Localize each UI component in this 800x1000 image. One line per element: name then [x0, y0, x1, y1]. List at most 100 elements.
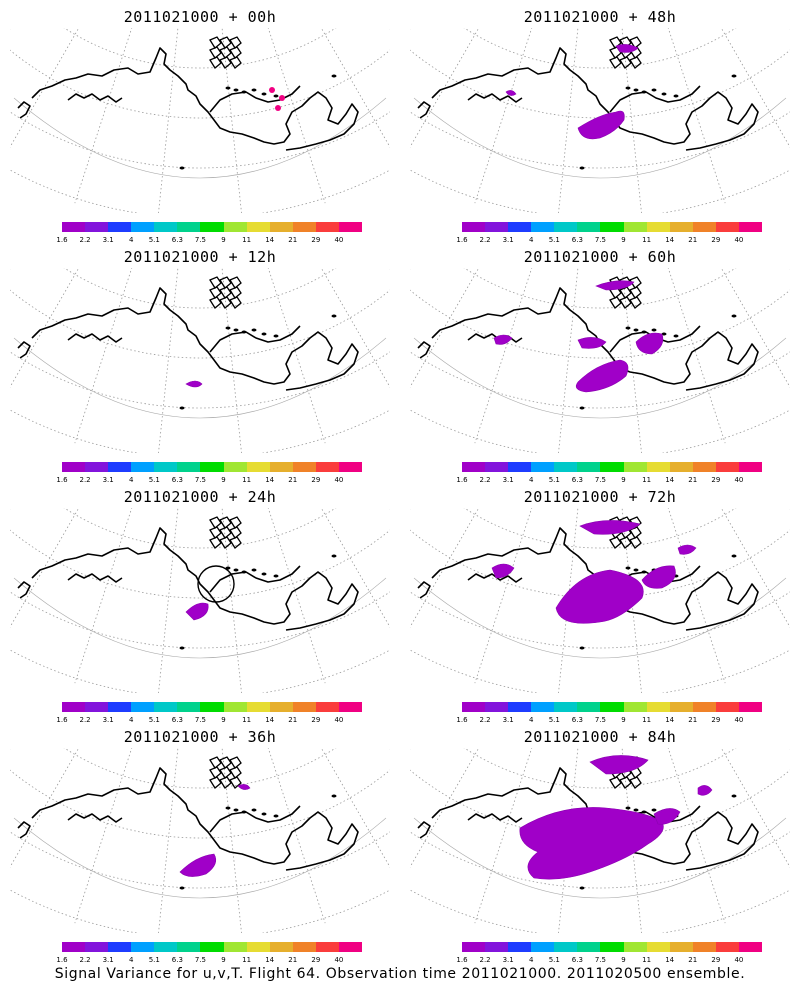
latitude-gridline: [63, 28, 337, 69]
colorbar-tick-label: 3.1: [502, 956, 514, 964]
coastline: [209, 325, 301, 353]
colorbar-tick-label: 2.2: [479, 956, 491, 964]
meridian-gridline: [410, 268, 480, 388]
small-island: [579, 406, 585, 410]
colorbar-ticks: 1.6 2.2 3.1 4 5.1 6.3 7.5 9 11 14 21 29 40: [456, 956, 768, 966]
colorbar-tick-label: 5.1: [548, 236, 560, 244]
arctic-islands: [609, 36, 642, 69]
colorbar-swatch: [600, 942, 624, 952]
colorbar-tick-label: 2.2: [79, 476, 91, 484]
meridian-gridline: [74, 268, 133, 444]
colorbar-tick-label: 1.6: [56, 716, 68, 724]
colorbar-tick-label: 6.3: [171, 236, 183, 244]
panel-title: 2011021000 + 00h: [123, 8, 277, 26]
colorbar-swatch: [531, 702, 555, 712]
small-island: [241, 330, 247, 334]
map-panel-60h: 2011021000 + 60h 1.6 2.2 3.1 4 5.1 6.3 7.5 9 11 1…: [400, 240, 800, 484]
colorbar-tick-label: 6.3: [171, 476, 183, 484]
variance-region: [185, 380, 203, 388]
map-panel-12h: 2011021000 + 12h 1.6 2.2 3.1 4 5.1 6.3 7.5 9 11 1…: [0, 240, 400, 484]
colorbar-swatch: [738, 222, 763, 232]
coastline: [209, 85, 301, 113]
colorbar-tick-label: 14: [665, 716, 675, 724]
colorbar-tick-label: 7.5: [594, 236, 607, 244]
meridian-gridline: [10, 508, 80, 628]
latitude-gridline: [410, 409, 790, 453]
coastline: [31, 287, 359, 391]
variance-region: [237, 784, 251, 790]
meridian-gridline: [410, 268, 412, 270]
colorbar-tick-label: 5.1: [548, 956, 560, 964]
colorbar-swatch: [177, 462, 201, 472]
colorbar-ticks: 1.6 2.2 3.1 4 5.1 6.3 7.5 9 11 14 21 29 40: [456, 476, 768, 486]
colorbar-tick-label: 9: [621, 236, 626, 244]
colorbar-tick-label: 3.1: [102, 476, 114, 484]
colorbar-tick-label: 11: [642, 716, 652, 724]
latitude-gridline: [10, 889, 390, 933]
colorbar-tick-label: 4: [528, 476, 534, 484]
small-island: [233, 328, 239, 332]
island: [609, 296, 622, 309]
colorbar-tick-label: 40: [334, 716, 344, 724]
colorbar-swatch: [508, 942, 532, 952]
colorbar-tick-label: 29: [311, 716, 321, 724]
island: [619, 296, 632, 309]
colorbar-tick-label: 40: [334, 956, 344, 964]
colorbar-tick-label: 40: [734, 716, 744, 724]
panel-title: 2011021000 + 60h: [523, 248, 677, 266]
colorbar-swatch: [131, 222, 155, 232]
colorbar-swatch: [462, 942, 486, 952]
island: [219, 276, 232, 289]
polar-map: [410, 508, 790, 693]
colorbar-swatch: [715, 702, 739, 712]
colorbar-tick-label: 29: [711, 476, 721, 484]
colorbar-ticks: 1.6 2.2 3.1 4 5.1 6.3 7.5 9 11 14 21 29 40: [56, 716, 368, 726]
coastline: [67, 333, 123, 343]
colorbar-swatch: [85, 222, 109, 232]
small-island: [633, 568, 639, 572]
meridian-gridline: [667, 268, 726, 444]
colorbar-tick-label: 4: [128, 476, 134, 484]
island: [609, 776, 622, 789]
colorbar: [62, 462, 363, 472]
coastline: [17, 101, 31, 119]
variance-region: [185, 602, 209, 621]
colorbar-tick-label: 11: [642, 476, 652, 484]
colorbar-swatch: [646, 942, 670, 952]
island: [219, 536, 232, 549]
coastline: [431, 47, 759, 151]
colorbar-tick-label: 11: [242, 716, 252, 724]
colorbar-swatch: [577, 942, 601, 952]
island: [219, 286, 232, 299]
colorbar-swatch: [508, 702, 532, 712]
small-island: [331, 74, 337, 78]
colorbar: [462, 222, 763, 232]
colorbar-tick-label: 29: [711, 956, 721, 964]
meridian-gridline: [388, 508, 390, 510]
latitude-gridline: [10, 111, 390, 169]
variance-region: [677, 544, 697, 555]
small-island: [251, 568, 257, 572]
colorbar-tick-label: 4: [128, 236, 134, 244]
island: [209, 276, 222, 289]
coastline: [431, 287, 759, 391]
small-island: [261, 572, 267, 576]
island: [229, 516, 242, 529]
small-island: [331, 554, 337, 558]
variance-region: [179, 853, 217, 877]
meridian-gridline: [558, 268, 579, 453]
colorbar-swatch: [85, 702, 109, 712]
colorbar-swatch: [669, 942, 693, 952]
small-island: [641, 90, 647, 94]
colorbar-swatch: [315, 702, 339, 712]
variance-region: [505, 90, 517, 96]
small-island: [331, 794, 337, 798]
small-island: [233, 88, 239, 92]
map-boundary: [413, 577, 787, 659]
small-island: [579, 646, 585, 650]
meridian-gridline: [267, 28, 326, 204]
colorbar-tick-label: 14: [265, 236, 275, 244]
island: [229, 276, 242, 289]
meridian-gridline: [788, 268, 790, 270]
colorbar-swatch: [646, 462, 670, 472]
